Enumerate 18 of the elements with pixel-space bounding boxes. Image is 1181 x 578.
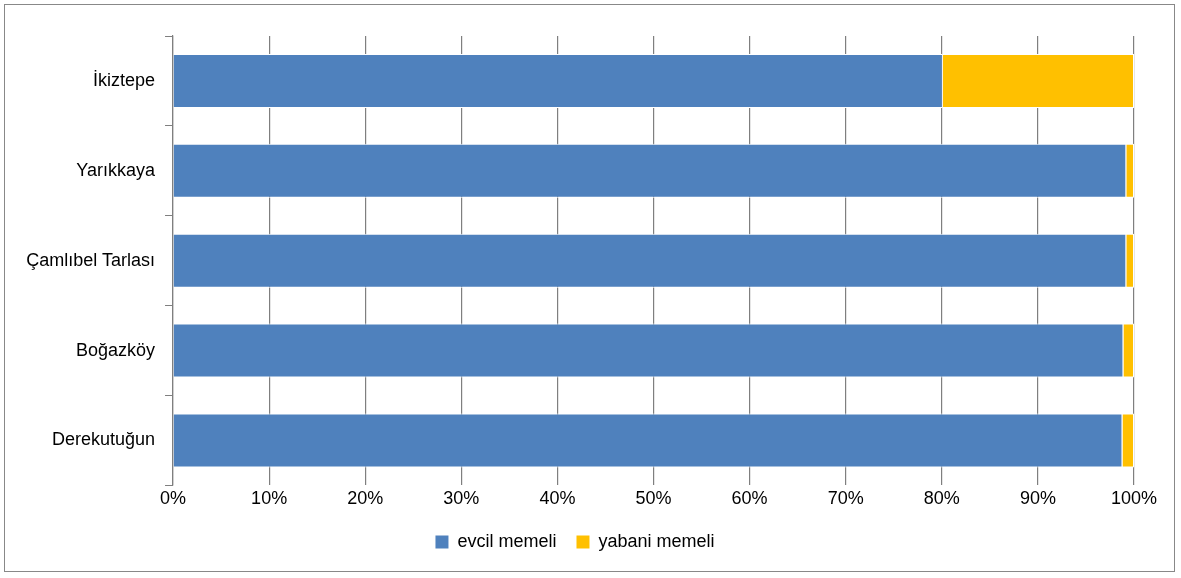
y-tick-label: Derekutuğun xyxy=(51,429,156,450)
y-tick-label: Çamlıbel Tarlası xyxy=(26,249,156,270)
x-tick-label: 10% xyxy=(251,488,288,509)
x-tick-label: 40% xyxy=(539,488,576,509)
x-tick-label: 50% xyxy=(635,488,672,509)
x-tick-label: 60% xyxy=(731,488,768,509)
x-tick-label: 80% xyxy=(923,488,960,509)
x-tick-label: 100% xyxy=(1110,488,1158,509)
x-tick-label: 20% xyxy=(347,488,384,509)
x-tick-label: 70% xyxy=(827,488,864,509)
y-tick-label: Boğazköy xyxy=(75,339,156,360)
x-tick-label: 30% xyxy=(443,488,480,509)
y-tick-label: Yarıkkaya xyxy=(76,159,157,180)
legend-label: evcil memeli xyxy=(457,530,557,551)
x-tick-label: 0% xyxy=(160,488,187,509)
legend-label: yabani memeli xyxy=(598,530,715,551)
x-tick-label: 90% xyxy=(1019,488,1056,509)
y-tick-label: İkiztepe xyxy=(92,69,156,90)
